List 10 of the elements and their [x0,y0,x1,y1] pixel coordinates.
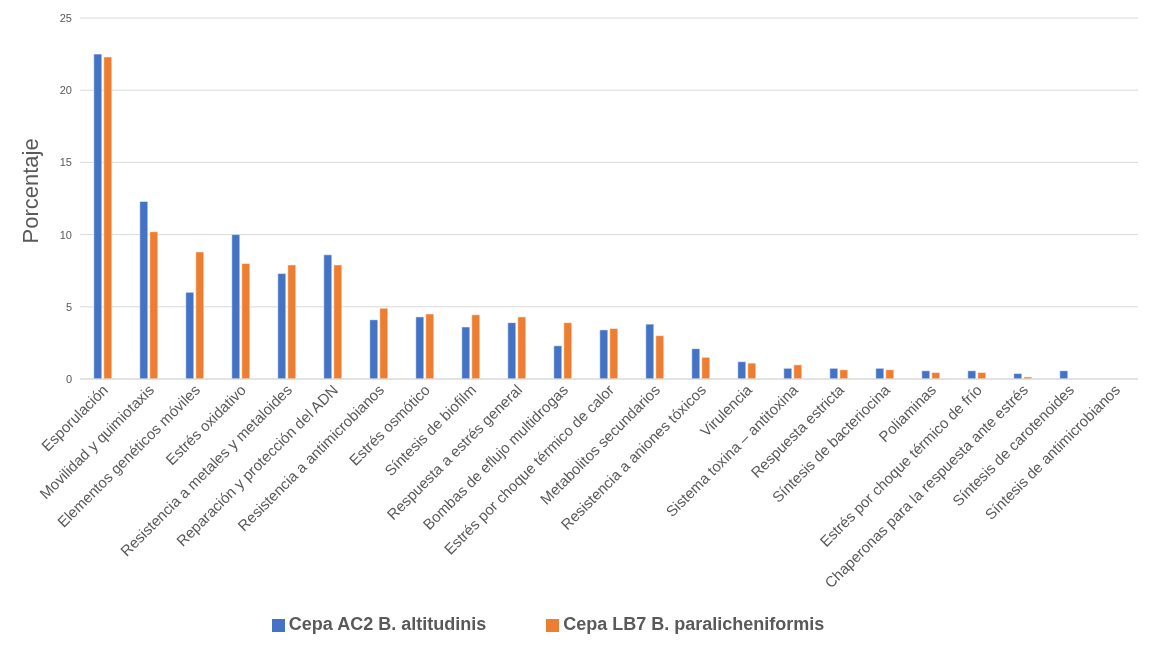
y-tick-label: 25 [59,11,72,24]
y-tick-label: 15 [59,156,72,169]
y-tick-label: 0 [65,372,72,385]
y-tick-label: 5 [65,300,72,313]
y-tick-label: 10 [59,228,72,241]
legend-label: Cepa AC2 B. altitudinis [288,614,487,634]
y-axis-title: Porcentaje [17,138,43,244]
bar [1059,370,1069,379]
y-tick-label: 20 [59,84,72,97]
legend-label: Cepa LB7 B. paralicheniformis [563,614,825,634]
